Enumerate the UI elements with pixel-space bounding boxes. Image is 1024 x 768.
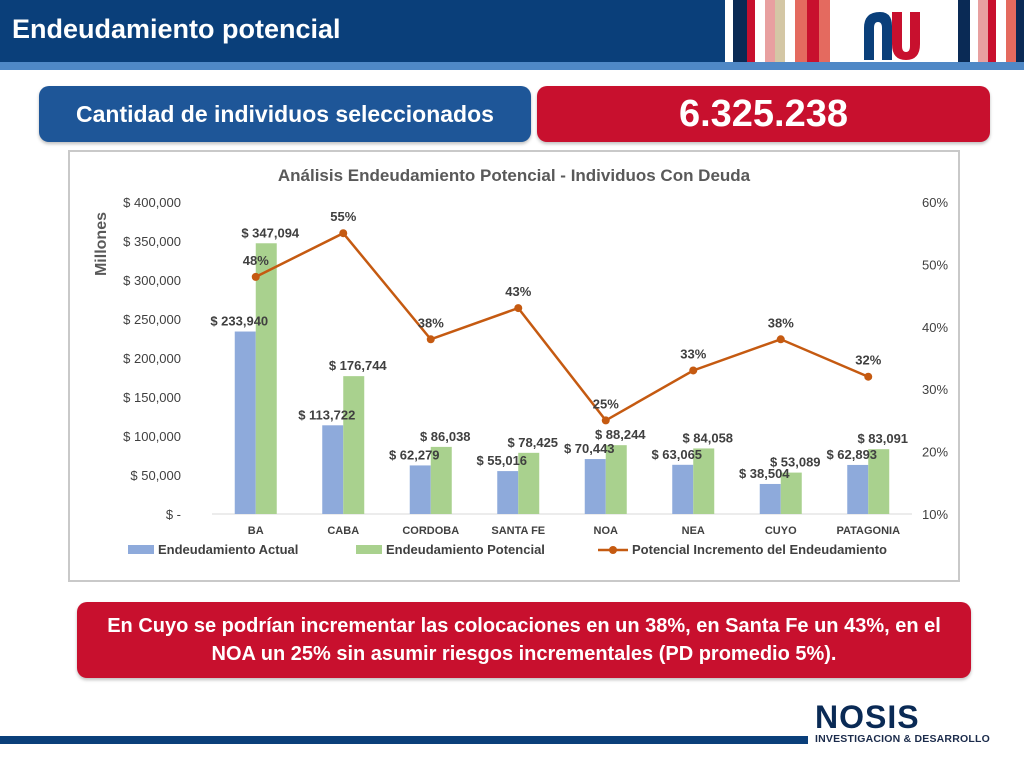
bar-actual — [409, 465, 431, 514]
line-data-label: 38% — [418, 315, 444, 330]
data-label: $ 55,016 — [476, 453, 527, 468]
data-label: $ 233,940 — [210, 314, 268, 329]
line-point — [339, 229, 348, 238]
x-tick-label: CABA — [327, 525, 359, 537]
y2-tick-label: 60% — [922, 195, 948, 210]
legend-swatch-actual — [128, 545, 154, 554]
footer-brand: NOSIS — [815, 702, 920, 732]
bar-actual — [847, 464, 869, 514]
bar-actual — [322, 425, 344, 514]
y2-tick-label: 40% — [922, 320, 948, 335]
y-tick-label: $ 50,000 — [130, 468, 181, 483]
data-label: $ 62,893 — [826, 447, 877, 462]
data-label: $ 63,065 — [651, 447, 702, 462]
legend-swatch-line-marker — [609, 546, 617, 554]
data-label: $ 53,089 — [770, 455, 821, 470]
legend-label-actual: Endeudamiento Actual — [158, 542, 298, 557]
footer-bar — [0, 736, 808, 744]
bar-potential — [518, 452, 540, 514]
y-tick-label: $ 150,000 — [123, 390, 181, 405]
legend-swatch-potential — [356, 545, 382, 554]
data-label: $ 62,279 — [389, 447, 440, 462]
bar-potential — [868, 449, 890, 514]
line-data-label: 43% — [505, 284, 531, 299]
line-data-label: 25% — [593, 396, 619, 411]
line-data-label: 55% — [330, 209, 356, 224]
header-stripes-right — [958, 0, 1024, 62]
y2-tick-label: 50% — [922, 257, 948, 272]
bar-potential — [255, 243, 277, 515]
line-point — [514, 304, 523, 313]
data-label: $ 347,094 — [241, 225, 300, 240]
line-point — [601, 416, 610, 425]
data-label: $ 113,722 — [298, 407, 355, 422]
bar-actual — [759, 483, 781, 514]
y2-tick-label: 10% — [922, 507, 948, 522]
line-point — [864, 372, 873, 381]
line-point — [689, 366, 698, 375]
brand-logo-icon — [864, 12, 920, 60]
y2-tick-label: 20% — [922, 445, 948, 460]
line-data-label: 48% — [243, 253, 269, 268]
x-tick-label: NOA — [594, 525, 619, 537]
header-underline — [0, 62, 1024, 70]
header-stripes-left — [725, 0, 830, 62]
bar-potential — [780, 472, 802, 514]
x-tick-label: BA — [248, 525, 264, 537]
line-point — [251, 272, 260, 281]
x-tick-label: SANTA FE — [491, 525, 545, 537]
line-point — [776, 335, 785, 344]
data-label: $ 84,058 — [682, 430, 733, 445]
data-label: $ 70,443 — [564, 441, 615, 456]
y-tick-label: $ 250,000 — [123, 312, 181, 327]
line-point — [426, 335, 435, 344]
data-label: $ 78,425 — [507, 435, 558, 450]
y-tick-label: $ 400,000 — [123, 195, 181, 210]
y2-tick-label: 30% — [922, 382, 948, 397]
data-label: $ 176,744 — [329, 358, 388, 373]
data-label: $ 86,038 — [420, 429, 471, 444]
bar-actual — [584, 459, 606, 514]
y-tick-label: $ - — [166, 507, 181, 522]
data-label: $ 38,504 — [739, 466, 790, 481]
legend-label-line: Potencial Incremento del Endeudamiento — [632, 542, 887, 557]
footer-subtitle: INVESTIGACION & DESARROLLO — [815, 733, 990, 745]
y-tick-label: $ 200,000 — [123, 351, 181, 366]
bar-actual — [234, 331, 256, 514]
nosis-logo-icon: NOSIS — [815, 702, 920, 732]
bar-actual — [672, 464, 694, 514]
header-bar: Endeudamiento potencial — [0, 0, 725, 62]
insight-note: En Cuyo se podrían incrementar las coloc… — [77, 602, 971, 678]
bar-potential — [343, 376, 365, 514]
chart-container: Análisis Endeudamiento Potencial - Indiv… — [68, 150, 960, 582]
data-label: $ 88,244 — [595, 427, 646, 442]
legend-label-potential: Endeudamiento Potencial — [386, 542, 545, 557]
x-tick-label: CORDOBA — [402, 525, 459, 537]
bar-potential — [605, 445, 627, 514]
kpi-value: 6.325.238 — [537, 86, 990, 142]
y-tick-label: $ 300,000 — [123, 273, 181, 288]
chart-svg: Análisis Endeudamiento Potencial - Indiv… — [93, 166, 948, 557]
bar-potential — [693, 448, 715, 514]
page-title: Endeudamiento potencial — [12, 14, 341, 44]
header: Endeudamiento potencial — [0, 0, 1024, 72]
x-tick-label: NEA — [682, 525, 705, 537]
data-label: $ 83,091 — [857, 431, 908, 446]
line-data-label: 38% — [768, 315, 794, 330]
y-tick-label: $ 100,000 — [123, 429, 181, 444]
line-data-label: 32% — [855, 353, 881, 368]
chart-title: Análisis Endeudamiento Potencial - Indiv… — [278, 166, 751, 185]
x-tick-label: PATAGONIA — [836, 525, 900, 537]
bar-actual — [497, 471, 519, 514]
y-axis-label: Millones — [93, 212, 110, 276]
bar-potential — [430, 446, 452, 514]
series-line-incremento — [255, 231, 869, 423]
line-data-label: 33% — [680, 346, 706, 361]
y-tick-label: $ 350,000 — [123, 234, 181, 249]
x-tick-label: CUYO — [765, 525, 797, 537]
kpi-label: Cantidad de individuos seleccionados — [39, 86, 531, 142]
